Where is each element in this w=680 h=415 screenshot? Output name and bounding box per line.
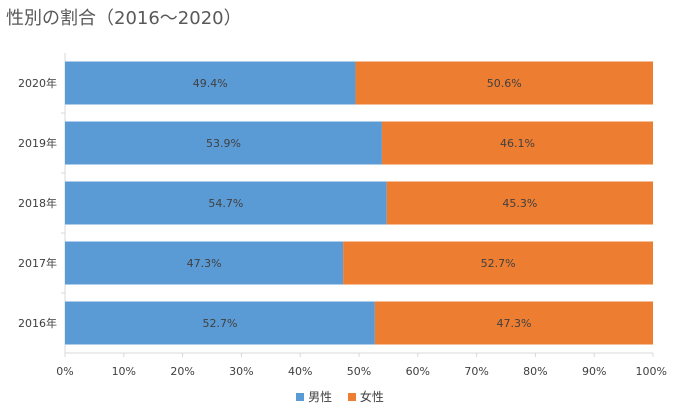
x-tick-label-0: 0% (56, 365, 73, 378)
x-tick-label-5: 50% (347, 365, 371, 378)
legend-item-female: 女性 (347, 388, 384, 405)
bar-female-3 (343, 241, 653, 285)
y-tick-label-2: 2018年 (18, 196, 57, 210)
legend-label-male: 男性 (308, 390, 333, 404)
data-label-female-1: 46.1% (500, 137, 535, 150)
data-label-female-4: 47.3% (496, 317, 531, 330)
bar-male-3 (65, 241, 344, 285)
x-tick-label-9: 90% (582, 365, 606, 378)
x-tick-label-4: 40% (288, 365, 312, 378)
x-tick-label-2: 20% (170, 365, 194, 378)
data-label-male-2: 54.7% (208, 197, 243, 210)
x-tick-label-6: 60% (406, 365, 430, 378)
y-tick-label-0: 2020年 (18, 76, 57, 90)
y-tick-label-3: 2017年 (18, 256, 57, 270)
chart-title: 性別の割合（2016～2020） (6, 8, 242, 29)
legend: 男性 女性 (0, 388, 680, 405)
bar-female-0 (355, 61, 653, 105)
bar-male-2 (65, 181, 387, 225)
x-tick-label-7: 70% (464, 365, 488, 378)
bar-male-1 (65, 121, 382, 165)
bar-female-2 (386, 181, 653, 225)
y-tick-label-1: 2019年 (18, 136, 57, 150)
bar-male-0 (65, 61, 356, 105)
legend-swatch-female (347, 393, 356, 401)
legend-swatch-male (296, 393, 305, 401)
x-tick-label-1: 10% (112, 365, 136, 378)
data-label-male-4: 52.7% (202, 317, 237, 330)
data-label-male-0: 49.4% (193, 77, 228, 90)
data-label-female-0: 50.6% (487, 77, 522, 90)
data-label-male-1: 53.9% (206, 137, 241, 150)
x-tick-label-10: 100% (636, 365, 667, 378)
x-tick-label-3: 30% (229, 365, 253, 378)
bar-female-4 (374, 301, 653, 345)
data-label-male-3: 47.3% (187, 257, 222, 270)
data-label-female-3: 52.7% (481, 257, 516, 270)
x-tick-label-8: 80% (523, 365, 547, 378)
y-tick-label-4: 2016年 (18, 316, 57, 330)
legend-item-male: 男性 (296, 388, 332, 405)
bar-male-4 (65, 301, 375, 345)
bar-female-1 (381, 121, 653, 165)
legend-label-female: 女性 (359, 390, 384, 404)
data-label-female-2: 45.3% (502, 197, 537, 210)
